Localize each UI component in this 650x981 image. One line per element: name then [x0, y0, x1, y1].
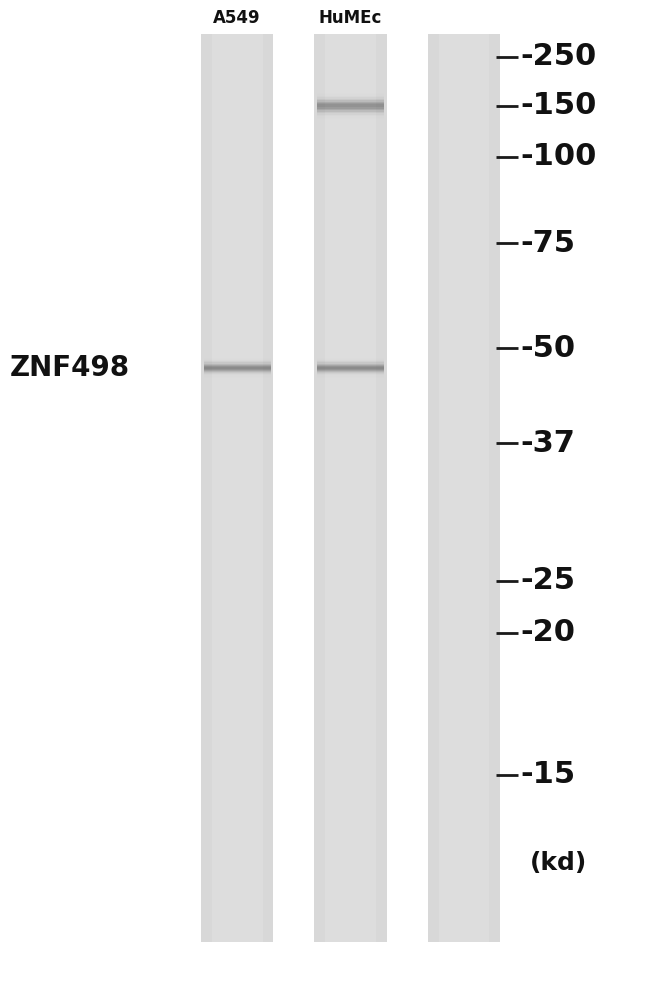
Bar [204, 367, 270, 368]
Text: -20: -20 [521, 618, 576, 647]
Bar [317, 100, 384, 101]
Bar [204, 368, 270, 369]
Text: -15: -15 [521, 760, 576, 790]
Bar [204, 362, 270, 364]
Bar [204, 357, 270, 358]
Bar [317, 369, 384, 370]
Text: -50: -50 [521, 334, 576, 363]
Bar [204, 366, 270, 367]
Bar [317, 371, 384, 372]
Bar [317, 107, 384, 109]
Text: A549: A549 [213, 9, 261, 26]
Bar [204, 376, 270, 377]
Bar [317, 378, 384, 379]
Bar [317, 112, 384, 113]
Bar [317, 370, 384, 371]
Bar [317, 365, 384, 366]
Bar [204, 378, 270, 379]
Bar [317, 104, 384, 106]
Bar [428, 34, 501, 942]
Bar [204, 361, 270, 362]
Bar [317, 366, 384, 367]
Bar [317, 372, 384, 373]
Bar [317, 377, 384, 378]
Bar [317, 97, 384, 98]
Bar [204, 364, 270, 365]
Bar [317, 375, 384, 376]
Text: -25: -25 [521, 566, 576, 595]
Bar [317, 94, 384, 95]
Bar [201, 34, 274, 942]
Bar [317, 109, 384, 110]
Bar [204, 375, 270, 376]
Bar [317, 357, 384, 358]
Bar [317, 101, 384, 103]
Bar [325, 34, 376, 942]
Bar [212, 34, 263, 942]
Bar [204, 377, 270, 378]
Bar [317, 93, 384, 94]
Bar [204, 365, 270, 366]
Bar [204, 374, 270, 375]
Bar [317, 364, 384, 365]
Bar [317, 115, 384, 116]
Text: -75: -75 [521, 229, 576, 258]
Bar [317, 110, 384, 112]
Bar [317, 368, 384, 369]
Bar [317, 118, 384, 119]
Bar [317, 91, 384, 92]
Bar [317, 95, 384, 97]
Text: HuMEc: HuMEc [319, 9, 382, 26]
Bar [204, 371, 270, 372]
Bar [315, 34, 387, 942]
Bar [204, 360, 270, 361]
Bar [439, 34, 489, 942]
Text: -250: -250 [521, 42, 597, 72]
Bar [317, 98, 384, 100]
Bar [317, 359, 384, 360]
Bar [317, 374, 384, 375]
Bar [317, 103, 384, 104]
Bar [317, 113, 384, 115]
Text: -100: -100 [521, 142, 597, 172]
Bar [317, 119, 384, 121]
Bar [317, 376, 384, 377]
Text: -150: -150 [521, 91, 597, 121]
Bar [317, 360, 384, 361]
Text: -37: -37 [521, 429, 576, 458]
Bar [317, 361, 384, 362]
Bar [317, 358, 384, 359]
Bar [317, 116, 384, 118]
Bar [317, 362, 384, 364]
Bar [317, 106, 384, 107]
Bar [204, 369, 270, 370]
Bar [317, 367, 384, 368]
Bar [204, 372, 270, 373]
Text: ZNF498: ZNF498 [10, 354, 130, 382]
Bar [204, 359, 270, 360]
Bar [204, 358, 270, 359]
Text: (kd): (kd) [530, 852, 588, 875]
Bar [204, 370, 270, 371]
